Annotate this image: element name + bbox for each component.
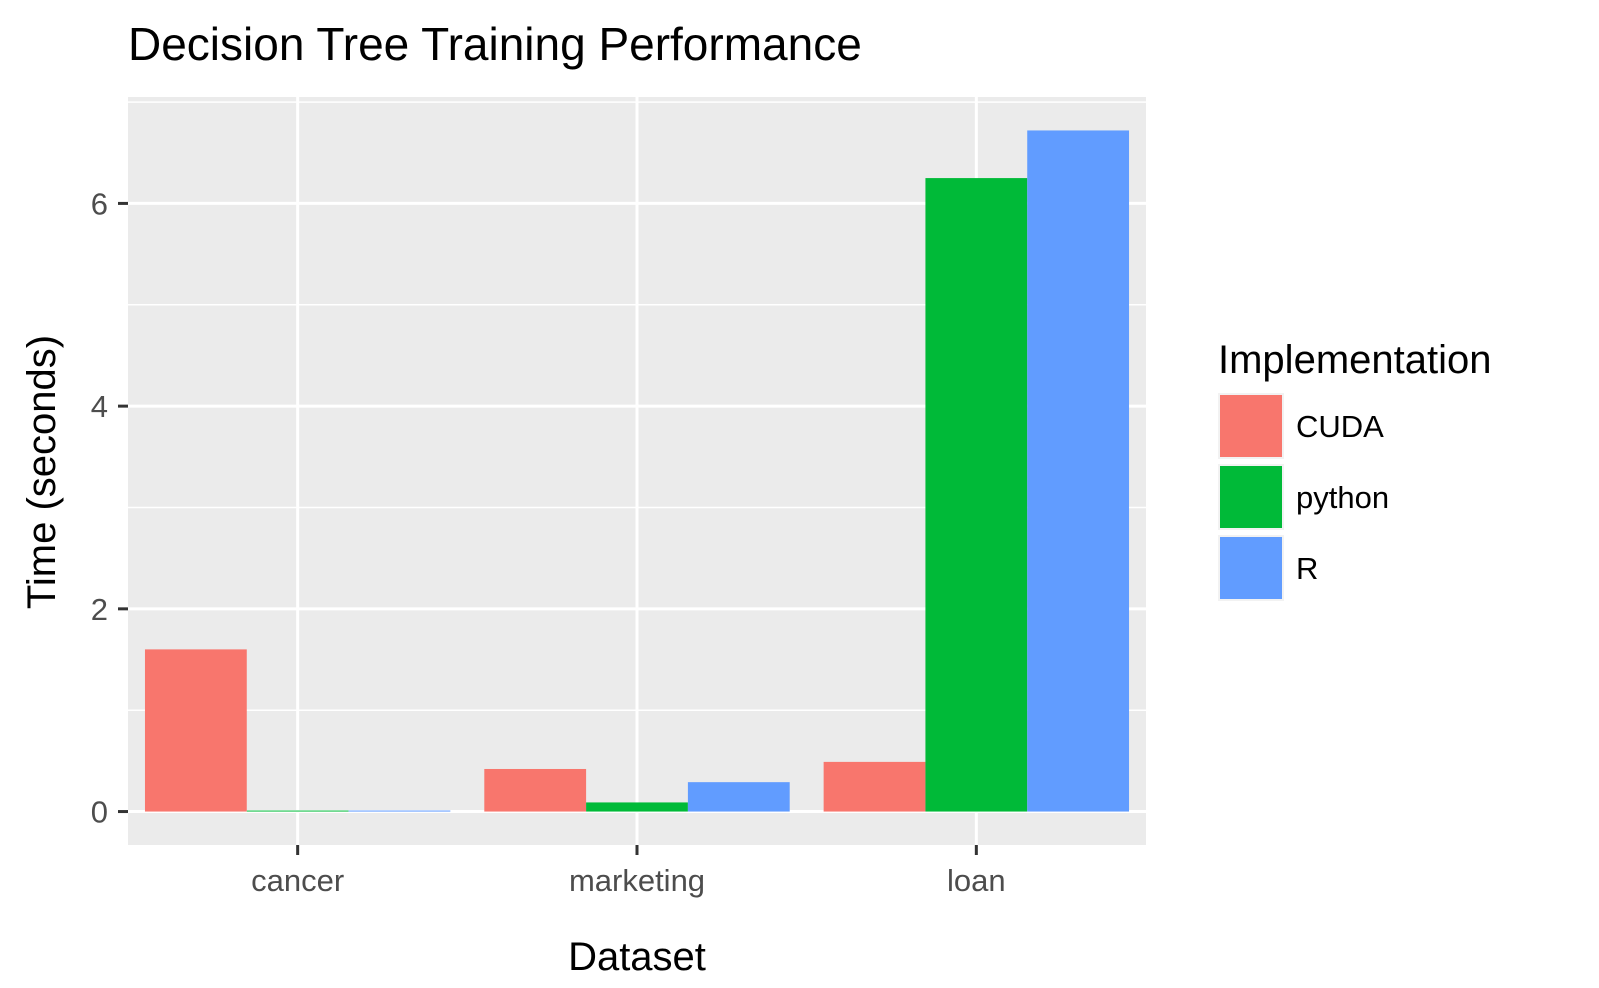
x-tick-label-cancer: cancer (251, 863, 344, 898)
legend-title: Implementation (1218, 338, 1491, 382)
y-tick-label: 4 (91, 389, 108, 424)
bars (144, 130, 1130, 812)
bar-loan-python (925, 178, 1028, 812)
y-axis-title: Time (seconds) (20, 335, 64, 609)
bar-loan-cuda (823, 761, 926, 812)
legend-swatch-r (1220, 537, 1282, 599)
x-axis-title: Dataset (568, 935, 706, 979)
bar-loan-r (1027, 130, 1130, 812)
legend-label-cuda: CUDA (1296, 409, 1384, 444)
legend-swatch-cuda (1220, 395, 1282, 457)
y-tick-label: 6 (91, 186, 108, 221)
legend-label-r: R (1296, 551, 1318, 586)
axes: 0 2 4 6 cancer marketing loan (91, 186, 1006, 898)
y-tick-label: 2 (91, 592, 108, 627)
bar-marketing-r (687, 782, 790, 812)
x-tick-label-loan: loan (947, 863, 1006, 898)
legend-label-python: python (1296, 480, 1389, 515)
chart-title: Decision Tree Training Performance (128, 18, 862, 70)
x-tick-label-marketing: marketing (569, 863, 705, 898)
bar-cancer-cuda (144, 649, 247, 812)
bar-cancer-python (246, 810, 349, 812)
legend: Implementation CUDA python R (1218, 338, 1491, 601)
bar-marketing-cuda (484, 768, 587, 812)
y-tick-label: 0 (91, 795, 108, 830)
legend-swatch-python (1220, 466, 1282, 528)
bar-cancer-r (348, 810, 451, 812)
bar-marketing-python (586, 802, 688, 812)
